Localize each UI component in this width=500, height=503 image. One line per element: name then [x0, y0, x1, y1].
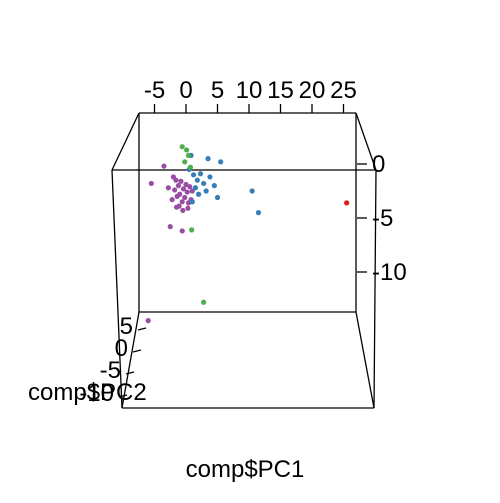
data-point: [197, 171, 204, 177]
x-axis-label: comp$PC1: [186, 456, 305, 483]
z-tick-label: 0: [372, 151, 385, 178]
x-tick-label: 20: [299, 77, 326, 104]
y-tick-mark: [118, 394, 128, 398]
plot-box: [111, 112, 377, 409]
data-point: [194, 177, 200, 183]
y-tick-mark: [132, 349, 142, 353]
x-tick-label: -5: [144, 77, 165, 104]
data-point: [189, 227, 195, 233]
data-point: [255, 210, 262, 216]
data-point: [344, 200, 350, 206]
z-tick-label: -10: [372, 259, 407, 286]
data-point: [249, 188, 255, 194]
data-point: [180, 186, 187, 192]
x-tick-label: 5: [211, 77, 224, 104]
data-point: [179, 144, 185, 150]
data-point: [214, 194, 221, 201]
data-point: [185, 152, 192, 158]
data-point: [161, 163, 167, 169]
box-edge-bottom-right: [355, 311, 375, 409]
data-point: [173, 177, 179, 183]
data-point: [201, 299, 207, 305]
x-tick-label: 25: [330, 77, 357, 104]
data-point: [187, 164, 194, 170]
data-point: [165, 185, 171, 191]
data-point: [148, 180, 154, 187]
data-point: [178, 178, 184, 184]
data-point: [179, 228, 185, 234]
data-point: [189, 199, 195, 205]
data-point: [182, 159, 188, 165]
data-point: [187, 184, 193, 190]
data-point: [184, 189, 190, 195]
box-edge-front-left: [111, 169, 123, 409]
data-point: [175, 183, 182, 189]
data-point: [201, 180, 207, 187]
x-tick-label: 0: [179, 77, 192, 104]
data-point: [189, 188, 195, 194]
data-point: [182, 194, 188, 201]
data-point: [205, 156, 211, 162]
data-point: [172, 187, 178, 193]
y-tick-label: 0: [115, 335, 128, 362]
data-point: [218, 159, 224, 165]
data-point: [203, 188, 209, 194]
data-point: [185, 205, 191, 211]
data-point: [167, 224, 173, 230]
box-edge-front-right: [373, 169, 377, 409]
y-tick-mark: [125, 371, 135, 375]
box-edge-top-right: [355, 112, 377, 171]
labels-layer: comp$PC1 comp$PC2: [28, 379, 304, 483]
y-tick-label: -5: [100, 357, 121, 384]
y-axis-label: comp$PC2: [28, 379, 147, 406]
data-point: [180, 207, 186, 214]
z-tick-label: -5: [372, 205, 393, 232]
data-point: [177, 191, 183, 197]
points-layer: [145, 144, 350, 324]
box-edge-bottom-left: [121, 311, 140, 409]
x-tick-label: 10: [236, 77, 263, 104]
data-point: [183, 181, 189, 188]
data-point: [169, 197, 175, 203]
y-tick-mark: [137, 327, 147, 331]
y-tick-label: 5: [120, 313, 133, 340]
data-point: [196, 191, 202, 197]
data-point: [211, 183, 217, 189]
data-point: [145, 318, 151, 324]
data-point: [179, 199, 185, 205]
data-point: [190, 172, 197, 178]
box-edge-top-left: [111, 112, 140, 171]
y-tick-label: -10: [79, 380, 114, 407]
data-point: [207, 174, 213, 180]
data-point: [176, 203, 182, 209]
data-point: [192, 185, 199, 191]
data-point: [184, 147, 190, 153]
x-tick-label: 15: [267, 77, 294, 104]
